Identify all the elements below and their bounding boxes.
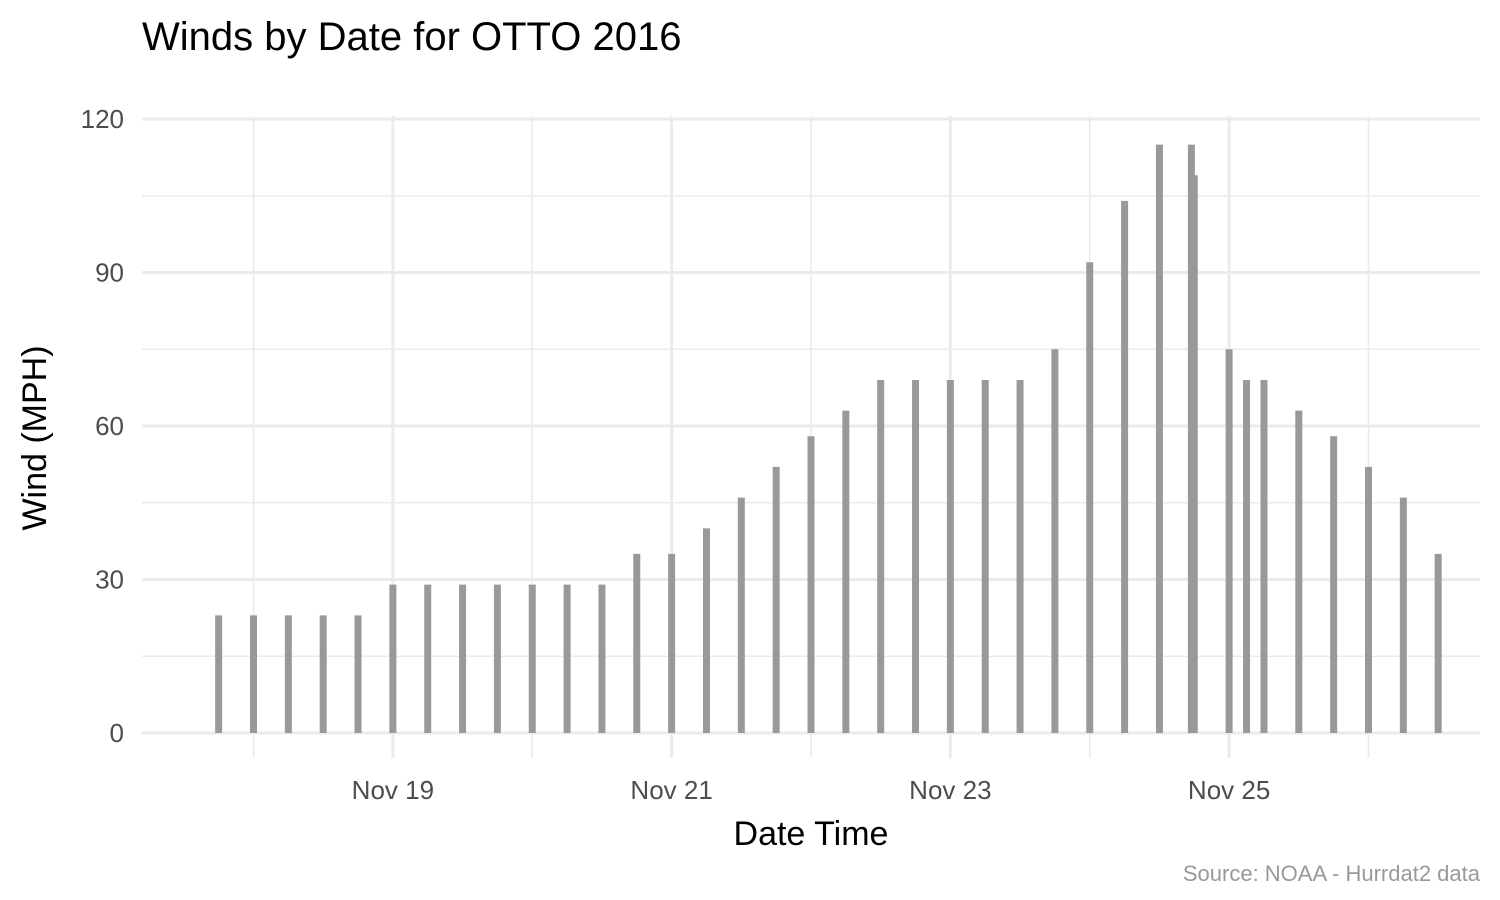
- chart-title: Winds by Date for OTTO 2016: [142, 15, 681, 59]
- x-tick-label: Nov 25: [1188, 775, 1270, 805]
- y-tick-label: 60: [95, 411, 124, 441]
- x-axis-tick-labels: Nov 19 Nov 21 Nov 23 Nov 25: [352, 775, 1271, 805]
- y-axis-title: Wind (MPH): [16, 345, 54, 530]
- source-caption: Source: NOAA - Hurrdat2 data: [1183, 861, 1481, 886]
- x-tick-label: Nov 19: [352, 775, 434, 805]
- wind-bars: [215, 144, 1442, 733]
- y-axis-tick-labels: 0 30 60 90 120: [81, 104, 124, 748]
- x-axis-title: Date Time: [734, 815, 889, 853]
- y-tick-label: 0: [110, 718, 124, 748]
- y-tick-label: 120: [81, 104, 124, 134]
- x-tick-label: Nov 23: [909, 775, 991, 805]
- y-tick-label: 30: [95, 565, 124, 595]
- x-tick-label: Nov 21: [630, 775, 712, 805]
- y-tick-label: 90: [95, 258, 124, 288]
